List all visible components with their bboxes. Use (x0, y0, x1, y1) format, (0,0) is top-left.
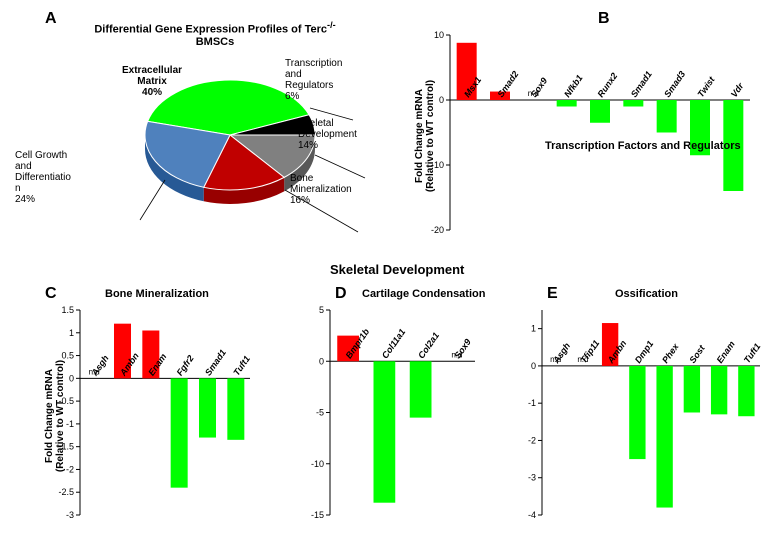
svg-text:Phex: Phex (660, 341, 681, 365)
chart-b-xtitle: Transcription Factors and Regulators (545, 140, 741, 152)
svg-text:Smad1: Smad1 (629, 69, 654, 99)
svg-text:-1: -1 (66, 419, 74, 429)
svg-text:Col2a1: Col2a1 (416, 330, 441, 360)
pie-label-skel: SkeletalDevelopment14% (298, 118, 357, 151)
svg-text:10: 10 (434, 30, 444, 40)
panel-d-label: D (335, 285, 347, 303)
svg-text:1: 1 (69, 328, 74, 338)
panel-c-label: C (45, 285, 57, 303)
chart-c: Fold Change mRNA(Relative to WT control)… (55, 305, 255, 525)
svg-text:-20: -20 (431, 225, 444, 235)
chart-e-svg: -4-3-2-101n.dAsghn.dTfip11AmbnDmp1PhexSo… (520, 305, 765, 525)
panel-e-label: E (547, 285, 558, 303)
svg-text:-2: -2 (66, 464, 74, 474)
panel-a-title-sup: -/- (327, 20, 336, 30)
svg-text:Smad3: Smad3 (662, 69, 687, 99)
pie-label-ecm: ExtracellularMatrix40% (122, 65, 182, 98)
pie-label-trans: TranscriptionandRegulators6% (285, 58, 342, 102)
panel-a-label: A (45, 10, 57, 28)
svg-text:Tuft1: Tuft1 (231, 354, 252, 378)
svg-text:Tfip11: Tfip11 (578, 338, 601, 365)
chart-b-ylabel: Fold Change mRNA(Relative to WT control) (414, 76, 436, 196)
svg-text:1: 1 (531, 324, 536, 334)
svg-text:Vdr: Vdr (729, 81, 746, 99)
svg-text:Sost: Sost (687, 343, 707, 366)
chart-b-svg: -20-10010Msx1Smad2n.dSox9Nfkb1Runx2Smad1… (420, 30, 760, 240)
svg-text:5: 5 (319, 305, 324, 315)
skeletal-dev-title: Skeletal Development (330, 262, 464, 277)
figure: A Differential Gene Expression Profiles … (10, 10, 768, 540)
svg-text:Col11a1: Col11a1 (380, 327, 408, 360)
svg-text:-2: -2 (528, 435, 536, 445)
svg-text:-3: -3 (66, 510, 74, 520)
panel-b-label: B (598, 10, 610, 28)
svg-text:Smad1: Smad1 (203, 348, 228, 378)
svg-text:0: 0 (531, 361, 536, 371)
svg-text:Twist: Twist (695, 74, 717, 99)
pie-label-cell: Cell GrowthandDifferentiation24% (15, 150, 71, 205)
svg-text:Tuft1: Tuft1 (742, 341, 763, 365)
svg-text:0: 0 (439, 95, 444, 105)
svg-text:-5: -5 (316, 408, 324, 418)
svg-text:-2.5: -2.5 (58, 487, 74, 497)
svg-text:-4: -4 (528, 510, 536, 520)
svg-text:Sox9: Sox9 (452, 337, 473, 360)
panel-c-title: Bone Mineralization (105, 288, 209, 300)
svg-text:-1: -1 (528, 398, 536, 408)
panel-e-title: Ossification (615, 288, 678, 300)
svg-text:Runx2: Runx2 (595, 71, 619, 99)
svg-text:1.5: 1.5 (61, 305, 74, 315)
panel-d-title: Cartilage Condensation (362, 288, 485, 300)
pie-label-bone: BoneMineralization16% (290, 173, 352, 206)
svg-text:Asgh: Asgh (89, 353, 111, 378)
svg-text:-3: -3 (528, 473, 536, 483)
chart-c-svg: -3-2.5-2-1.5-1-0.500.511.5n.dAsghAmbnEna… (55, 305, 255, 525)
svg-text:Nfkb1: Nfkb1 (562, 73, 585, 99)
svg-text:-10: -10 (311, 459, 324, 469)
chart-d: -15-10-505Bmpr1bCol11a1Col2a1n.dSox9 (305, 305, 485, 525)
panel-a-title-text2: BMSCs (196, 36, 235, 48)
chart-e: -4-3-2-101n.dAsghn.dTfip11AmbnDmp1PhexSo… (520, 305, 765, 525)
svg-text:Enam: Enam (715, 339, 737, 365)
chart-c-ylabel: Fold Change mRNA(Relative to WT control) (44, 346, 66, 486)
chart-d-svg: -15-10-505Bmpr1bCol11a1Col2a1n.dSox9 (305, 305, 485, 525)
chart-b: Fold Change mRNA(Relative to WT control)… (420, 30, 760, 240)
svg-text:Fgfr2: Fgfr2 (175, 353, 196, 377)
svg-text:0: 0 (69, 373, 74, 383)
svg-text:Sox9: Sox9 (529, 76, 550, 99)
panel-a-title-text: Differential Gene Expression Profiles of… (94, 24, 327, 36)
svg-text:-15: -15 (311, 510, 324, 520)
svg-text:0: 0 (319, 356, 324, 366)
svg-text:Asgh: Asgh (550, 340, 572, 365)
panel-a-title: Differential Gene Expression Profiles of… (70, 20, 360, 48)
svg-text:Dmp1: Dmp1 (633, 339, 656, 365)
